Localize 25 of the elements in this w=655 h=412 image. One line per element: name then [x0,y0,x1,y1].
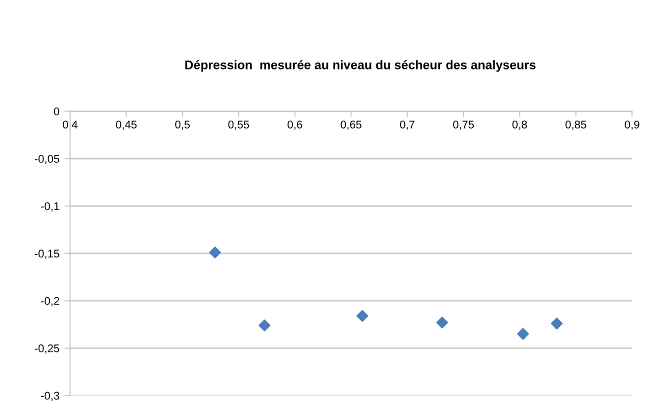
chart-title: Dépression mesurée au niveau du sécheur des analyseurs [185,60,536,72]
x-tick-label: 0,45 [116,120,137,130]
point [209,246,221,258]
y-tick-label: -0,1 [41,202,60,212]
x-tick-label: 0,6 [288,120,302,130]
x-tick-label: 0,4 [62,120,78,130]
point [550,318,563,330]
x-tick-label: 0,8 [512,120,527,130]
y-tick-label: -0,3 [41,392,60,401]
x-tick-label: 0,65 [340,120,362,130]
x-tick-label: 0,55 [228,120,250,130]
x-tick-label: 0,7 [400,120,414,130]
y-tick-label: 0 [54,108,60,116]
y-tick-label: -0,25 [34,344,60,354]
point [436,316,448,328]
y-tick-label: -0,2 [41,297,60,306]
y-tick-label: -0,05 [34,154,60,164]
y-tick-label: -0,15 [34,250,60,259]
point [356,310,368,322]
x-tick-label: 0,85 [566,120,586,130]
point [517,328,529,340]
x-tick-label: 0,9 [624,120,640,130]
x-tick-label: 0,5 [175,120,190,130]
x-tick-label: 0,75 [453,120,474,130]
point [258,320,270,332]
